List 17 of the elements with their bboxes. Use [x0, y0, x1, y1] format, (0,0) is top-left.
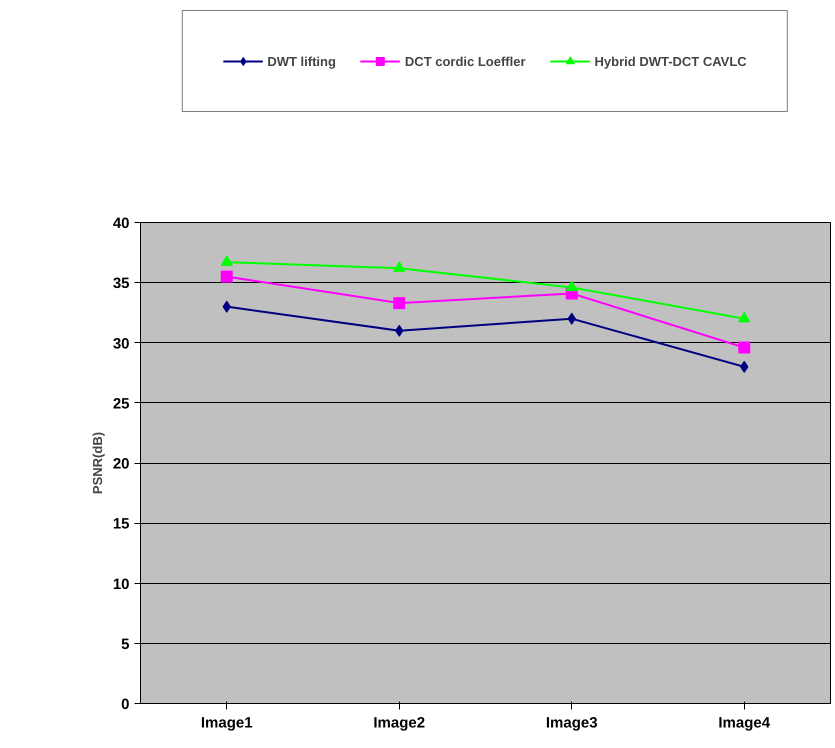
legend-label: Hybrid DWT-DCT CAVLC [594, 54, 747, 68]
y-tick-label: 40 [112, 215, 130, 232]
x-tick-label: Image2 [373, 714, 426, 732]
y-tick-label: 35 [112, 275, 130, 292]
y-tick-label: 30 [112, 335, 130, 352]
x-tick-label: Image3 [546, 714, 598, 732]
y-tick-label: 20 [112, 456, 130, 472]
legend-label: DWT lifting [267, 54, 336, 68]
y-tick-label: 15 [112, 516, 130, 533]
y-tick-label: 25 [112, 395, 130, 412]
x-tick-label: Image4 [718, 714, 771, 732]
y-tick-label: 5 [121, 636, 130, 653]
y-tick-label: 10 [112, 576, 130, 593]
legend-label: DCT cordic Loeffler [404, 54, 526, 68]
y-axis-title: PSNR(dB) [90, 432, 105, 494]
x-tick-label: Image1 [200, 714, 253, 732]
y-tick-label: 0 [121, 696, 130, 713]
